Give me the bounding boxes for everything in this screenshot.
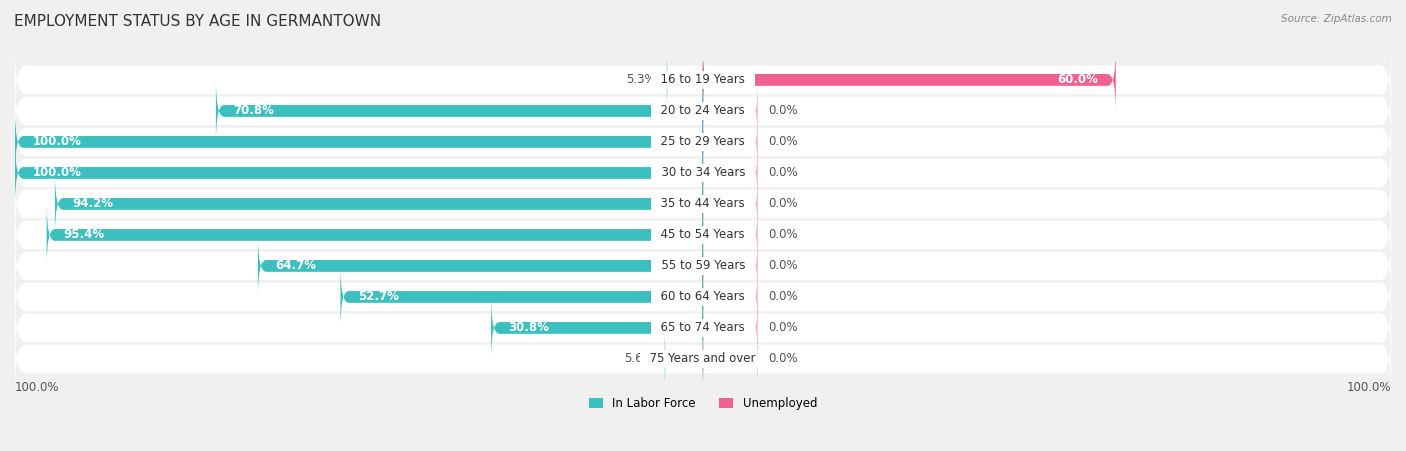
Text: 30 to 34 Years: 30 to 34 Years <box>654 166 752 179</box>
Text: 94.2%: 94.2% <box>72 198 112 211</box>
FancyBboxPatch shape <box>257 235 703 297</box>
FancyBboxPatch shape <box>666 49 703 111</box>
Text: 0.0%: 0.0% <box>768 290 799 304</box>
FancyBboxPatch shape <box>703 142 758 204</box>
Text: 0.0%: 0.0% <box>768 352 799 365</box>
FancyBboxPatch shape <box>703 266 758 328</box>
Text: 60.0%: 60.0% <box>1057 74 1098 87</box>
Text: 52.7%: 52.7% <box>357 290 398 304</box>
Legend: In Labor Force, Unemployed: In Labor Force, Unemployed <box>583 392 823 415</box>
Text: 0.0%: 0.0% <box>768 166 799 179</box>
Text: 45 to 54 Years: 45 to 54 Years <box>654 229 752 241</box>
FancyBboxPatch shape <box>15 265 1391 329</box>
FancyBboxPatch shape <box>15 296 1391 360</box>
FancyBboxPatch shape <box>55 173 703 235</box>
FancyBboxPatch shape <box>15 172 1391 236</box>
FancyBboxPatch shape <box>15 234 1391 298</box>
Text: 30.8%: 30.8% <box>509 322 550 335</box>
FancyBboxPatch shape <box>15 202 1391 267</box>
Text: 35 to 44 Years: 35 to 44 Years <box>654 198 752 211</box>
FancyBboxPatch shape <box>703 49 1116 111</box>
FancyBboxPatch shape <box>15 110 703 173</box>
Text: 70.8%: 70.8% <box>233 105 274 117</box>
Text: 5.6%: 5.6% <box>624 352 654 365</box>
Text: 100.0%: 100.0% <box>32 135 82 148</box>
Text: 0.0%: 0.0% <box>768 322 799 335</box>
FancyBboxPatch shape <box>217 80 703 142</box>
Text: Source: ZipAtlas.com: Source: ZipAtlas.com <box>1281 14 1392 23</box>
FancyBboxPatch shape <box>703 110 758 173</box>
Text: 64.7%: 64.7% <box>276 259 316 272</box>
FancyBboxPatch shape <box>46 203 703 266</box>
Text: 16 to 19 Years: 16 to 19 Years <box>654 74 752 87</box>
FancyBboxPatch shape <box>703 327 758 390</box>
Text: 55 to 59 Years: 55 to 59 Years <box>654 259 752 272</box>
FancyBboxPatch shape <box>491 297 703 359</box>
Text: 65 to 74 Years: 65 to 74 Years <box>654 322 752 335</box>
Text: 100.0%: 100.0% <box>32 166 82 179</box>
Text: 20 to 24 Years: 20 to 24 Years <box>654 105 752 117</box>
Text: 60 to 64 Years: 60 to 64 Years <box>654 290 752 304</box>
FancyBboxPatch shape <box>703 203 758 266</box>
FancyBboxPatch shape <box>703 173 758 235</box>
FancyBboxPatch shape <box>15 327 1391 391</box>
FancyBboxPatch shape <box>703 235 758 297</box>
FancyBboxPatch shape <box>15 110 1391 174</box>
Text: 0.0%: 0.0% <box>768 135 799 148</box>
Text: 0.0%: 0.0% <box>768 105 799 117</box>
FancyBboxPatch shape <box>703 297 758 359</box>
Text: 5.3%: 5.3% <box>627 74 657 87</box>
FancyBboxPatch shape <box>15 78 1391 143</box>
FancyBboxPatch shape <box>665 327 703 390</box>
Text: 95.4%: 95.4% <box>63 229 105 241</box>
FancyBboxPatch shape <box>15 48 1391 112</box>
FancyBboxPatch shape <box>703 80 758 142</box>
Text: 25 to 29 Years: 25 to 29 Years <box>654 135 752 148</box>
Text: 0.0%: 0.0% <box>768 259 799 272</box>
Text: 100.0%: 100.0% <box>15 381 59 394</box>
FancyBboxPatch shape <box>15 141 1391 205</box>
Text: 75 Years and over: 75 Years and over <box>643 352 763 365</box>
Text: EMPLOYMENT STATUS BY AGE IN GERMANTOWN: EMPLOYMENT STATUS BY AGE IN GERMANTOWN <box>14 14 381 28</box>
FancyBboxPatch shape <box>340 266 703 328</box>
Text: 0.0%: 0.0% <box>768 229 799 241</box>
Text: 100.0%: 100.0% <box>1347 381 1391 394</box>
Text: 0.0%: 0.0% <box>768 198 799 211</box>
FancyBboxPatch shape <box>15 142 703 204</box>
